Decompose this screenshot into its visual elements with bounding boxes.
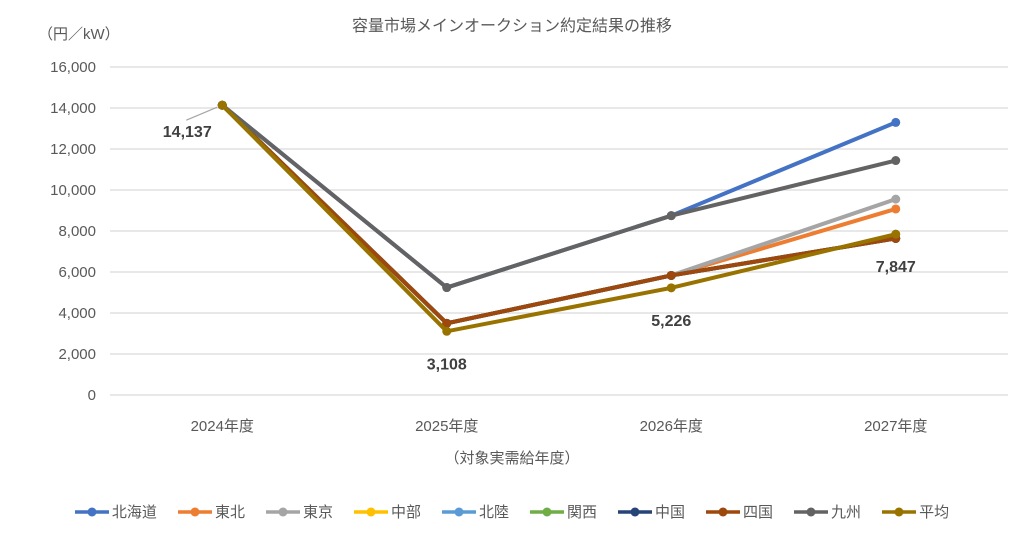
legend-dot bbox=[190, 507, 200, 516]
legend-marker-関西 bbox=[530, 507, 564, 516]
series-line-北陸 bbox=[220, 103, 898, 326]
legend-item-北海道: 北海道 bbox=[74, 501, 157, 522]
legend-item-北陸: 北陸 bbox=[441, 501, 509, 522]
legend-dot bbox=[542, 507, 552, 516]
legend-label: 中国 bbox=[655, 504, 686, 521]
y-tick-label: 12,000 bbox=[50, 141, 96, 158]
legend-dot bbox=[894, 507, 904, 516]
y-tick-label: 0 bbox=[88, 387, 96, 404]
y-tick-label: 16,000 bbox=[50, 59, 96, 76]
series-line-平均 bbox=[220, 103, 898, 334]
legend-label: 北陸 bbox=[478, 504, 509, 521]
x-tick-label: 2025年度 bbox=[415, 418, 478, 435]
legend-dot bbox=[630, 507, 640, 516]
legend-marker-東北 bbox=[177, 507, 212, 516]
x-tick-label: 2026年度 bbox=[640, 418, 703, 435]
data-point-平均 bbox=[217, 100, 227, 110]
chart-legend: 北海道 東北 東京 中部 北陸 関西 中国 四国 九州 平均 bbox=[0, 501, 1024, 522]
data-label: 14,137 bbox=[163, 124, 212, 141]
data-point-平均 bbox=[442, 326, 452, 336]
legend-item-中部: 中部 bbox=[353, 501, 421, 522]
legend-dot bbox=[278, 507, 288, 516]
series-line-九州 bbox=[220, 103, 898, 290]
legend-marker-四国 bbox=[706, 507, 741, 516]
y-tick-label: 14,000 bbox=[50, 100, 96, 117]
series-line-東北 bbox=[220, 103, 898, 326]
y-tick-label: 8,000 bbox=[58, 223, 96, 240]
x-tick-label: 2024年度 bbox=[191, 418, 254, 435]
data-point-九州 bbox=[442, 283, 452, 293]
legend-dot bbox=[718, 507, 728, 516]
legend-item-四国: 四国 bbox=[706, 501, 773, 522]
data-label: 7,847 bbox=[876, 259, 916, 276]
legend-label: 九州 bbox=[831, 504, 862, 521]
legend-item-東北: 東北 bbox=[177, 501, 245, 522]
legend-item-関西: 関西 bbox=[530, 501, 597, 522]
y-tick-label: 10,000 bbox=[50, 182, 96, 199]
y-tick-label: 4,000 bbox=[58, 305, 96, 322]
data-point-九州 bbox=[891, 156, 901, 166]
legend-dot bbox=[87, 507, 97, 516]
chart-title: 容量市場メインオークション約定結果の推移 bbox=[351, 18, 672, 35]
data-point-北海道 bbox=[891, 117, 901, 127]
legend-item-中国: 中国 bbox=[618, 501, 685, 522]
data-point-四国 bbox=[442, 318, 452, 328]
data-point-平均 bbox=[666, 283, 676, 293]
legend-dot bbox=[806, 507, 816, 516]
legend-label: 平均 bbox=[919, 504, 950, 521]
legend-marker-東京 bbox=[265, 507, 300, 516]
legend-marker-九州 bbox=[794, 507, 829, 516]
series-line-関西 bbox=[220, 103, 898, 326]
y-axis-unit-label: （円／kW） bbox=[38, 26, 120, 43]
y-tick-label: 6,000 bbox=[58, 264, 96, 281]
series-line-東京 bbox=[220, 103, 898, 326]
legend-item-平均: 平均 bbox=[882, 501, 949, 522]
legend-item-東京: 東京 bbox=[265, 501, 333, 522]
legend-marker-北海道 bbox=[74, 507, 109, 516]
legend-marker-平均 bbox=[882, 507, 917, 516]
data-point-九州 bbox=[666, 211, 676, 221]
x-tick-label: 2027年度 bbox=[864, 418, 927, 435]
data-point-東京 bbox=[891, 194, 901, 204]
line-chart: 0 2,000 4,000 6,000 8,000 10,000 12,000 14,000 1… bbox=[50, 59, 1008, 435]
legend-item-九州: 九州 bbox=[794, 501, 861, 522]
data-point-平均 bbox=[891, 229, 901, 239]
legend-marker-中国 bbox=[618, 507, 653, 516]
series-line-四国 bbox=[220, 103, 898, 326]
legend-label: 中部 bbox=[390, 504, 421, 521]
annotation-leader-line bbox=[186, 106, 218, 121]
series-line-中国 bbox=[220, 103, 898, 326]
legend-label: 東京 bbox=[302, 504, 333, 521]
data-label: 3,108 bbox=[427, 356, 467, 373]
legend-label: 北海道 bbox=[111, 504, 157, 521]
data-label: 5,226 bbox=[651, 313, 691, 330]
legend-label: 東北 bbox=[214, 504, 245, 521]
series-line-中部 bbox=[220, 103, 898, 326]
legend-label: 四国 bbox=[743, 504, 774, 521]
data-point-東北 bbox=[891, 204, 901, 214]
legend-marker-北陸 bbox=[441, 507, 476, 516]
y-tick-label: 2,000 bbox=[58, 346, 96, 363]
legend-marker-中部 bbox=[353, 507, 388, 516]
x-axis-caption: （対象実需給年度） bbox=[444, 450, 580, 467]
legend-label: 関西 bbox=[567, 504, 598, 521]
data-point-四国 bbox=[666, 270, 676, 280]
legend-dot bbox=[366, 507, 376, 516]
legend-dot bbox=[454, 507, 464, 516]
